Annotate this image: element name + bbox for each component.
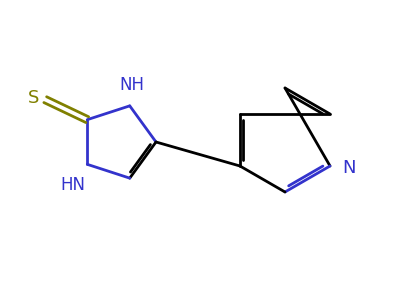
Text: S: S bbox=[28, 89, 39, 107]
Text: NH: NH bbox=[119, 76, 144, 94]
Text: HN: HN bbox=[61, 176, 86, 194]
Text: N: N bbox=[342, 159, 356, 177]
